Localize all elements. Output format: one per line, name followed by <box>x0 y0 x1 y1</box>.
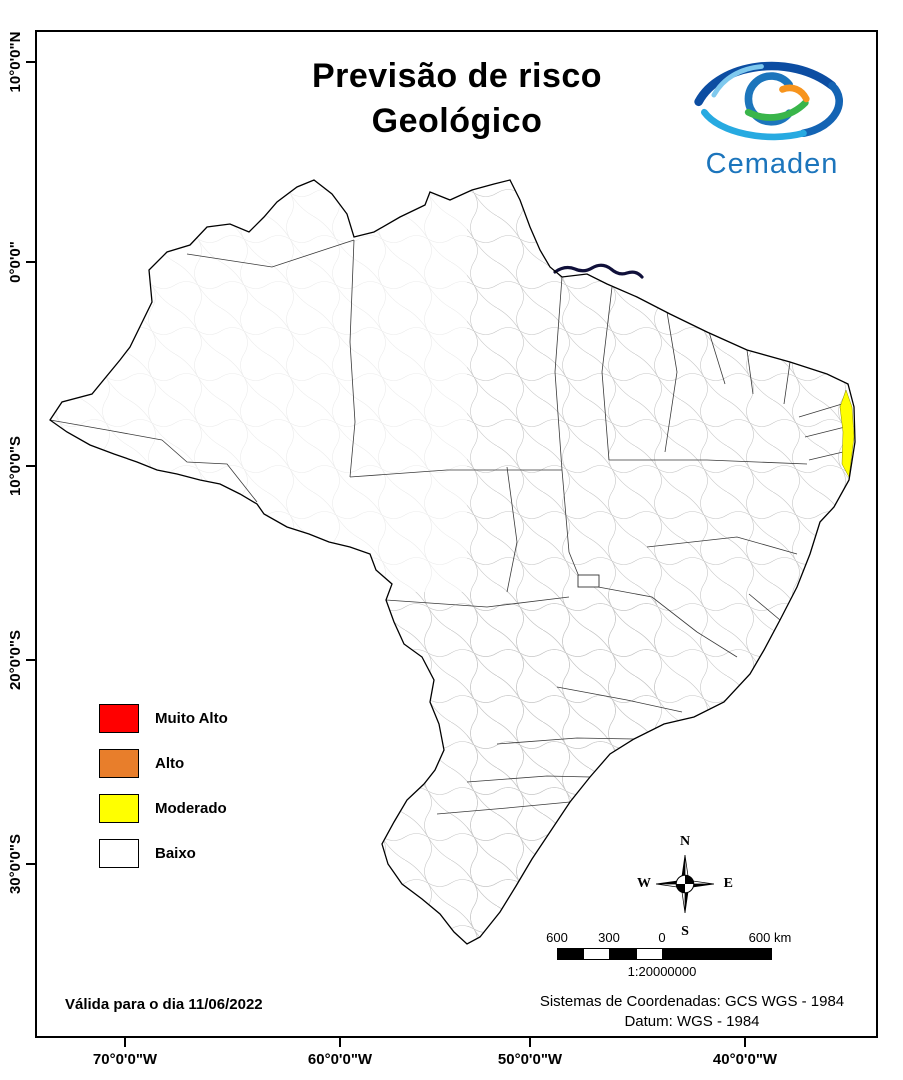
coordinate-system-note: Sistemas de Coordenadas: GCS WGS - 1984 … <box>508 992 876 1032</box>
scale-segment <box>637 949 663 959</box>
legend-swatch-baixo <box>99 839 139 868</box>
legend-swatch-muito-alto <box>99 704 139 733</box>
scale-ratio: 1:20000000 <box>627 964 697 979</box>
brazil-map <box>49 179 856 945</box>
longitude-tick <box>124 1038 126 1047</box>
scale-segment <box>584 949 610 959</box>
brazil-country-outline <box>49 179 856 945</box>
longitude-tick <box>744 1038 746 1047</box>
legend-label-baixo: Baixo <box>155 845 196 862</box>
latitude-label: 20°0'0"S <box>7 629 24 691</box>
scale-label-300: 300 <box>598 930 620 945</box>
compass-rose: N W E S <box>635 834 735 939</box>
map-frame: Previsão de risco Geológico Cemaden Muit… <box>35 30 878 1038</box>
title-line-1: Previsão de risco <box>311 57 603 95</box>
legend-swatch-alto <box>99 749 139 778</box>
amazon-river-line <box>553 263 644 279</box>
scale-label-600-left: 600 <box>546 930 568 945</box>
page-title: Previsão de risco Geológico <box>177 54 737 144</box>
scale-label-0: 0 <box>658 930 666 945</box>
scale-segment <box>610 949 637 959</box>
state-boundaries <box>50 239 846 815</box>
latitude-label: 0°0'0" <box>7 241 24 283</box>
scale-segment <box>663 949 771 959</box>
longitude-label: 60°0'0"W <box>307 1051 373 1068</box>
compass-star-icon <box>656 855 714 913</box>
latitude-label: 10°0'0"S <box>7 435 24 497</box>
legend-item-moderado: Moderado <box>99 794 228 823</box>
compass-north-label: N <box>679 834 691 849</box>
risk-highlight-region <box>839 389 855 478</box>
legend-label-muito-alto: Muito Alto <box>155 710 228 727</box>
latitude-tick <box>26 863 36 865</box>
crs-line-2: Datum: WGS - 1984 <box>624 1013 760 1030</box>
scale-label-600-km: 600 km <box>748 930 792 945</box>
compass-east-label: E <box>723 876 733 891</box>
scale-bar-strip <box>557 948 772 960</box>
longitude-tick <box>339 1038 341 1047</box>
legend: Muito Alto Alto Moderado Baixo <box>99 704 228 884</box>
scale-segment <box>558 949 584 959</box>
legend-item-muito-alto: Muito Alto <box>99 704 228 733</box>
validity-date-text: Válida para o dia 11/06/2022 <box>65 996 263 1013</box>
compass-west-label: W <box>637 876 651 891</box>
latitude-tick <box>26 61 36 63</box>
longitude-label: 40°0'0"W <box>712 1051 778 1068</box>
cemaden-logo: Cemaden <box>689 48 855 181</box>
latitude-label: 30°0'0"S <box>7 833 24 895</box>
legend-item-baixo: Baixo <box>99 839 228 868</box>
longitude-tick <box>529 1038 531 1047</box>
legend-label-alto: Alto <box>155 755 185 772</box>
latitude-tick <box>26 659 36 661</box>
longitude-label: 70°0'0"W <box>92 1051 158 1068</box>
legend-label-moderado: Moderado <box>155 800 227 817</box>
legend-swatch-moderado <box>99 794 139 823</box>
scale-bar: 600 300 0 600 km 1:20000000 <box>546 930 791 984</box>
latitude-label: 10°0'0"N <box>7 31 24 93</box>
longitude-label: 50°0'0"W <box>497 1051 563 1068</box>
latitude-tick <box>26 261 36 263</box>
legend-item-alto: Alto <box>99 749 228 778</box>
crs-line-1: Sistemas de Coordenadas: GCS WGS - 1984 <box>539 993 845 1010</box>
latitude-tick <box>26 465 36 467</box>
title-line-2: Geológico <box>371 102 543 140</box>
compass-south-label: S <box>681 924 689 939</box>
cemaden-wordmark: Cemaden <box>705 148 839 180</box>
distrito-federal-outline <box>577 574 600 588</box>
cemaden-eye-icon <box>694 61 843 141</box>
